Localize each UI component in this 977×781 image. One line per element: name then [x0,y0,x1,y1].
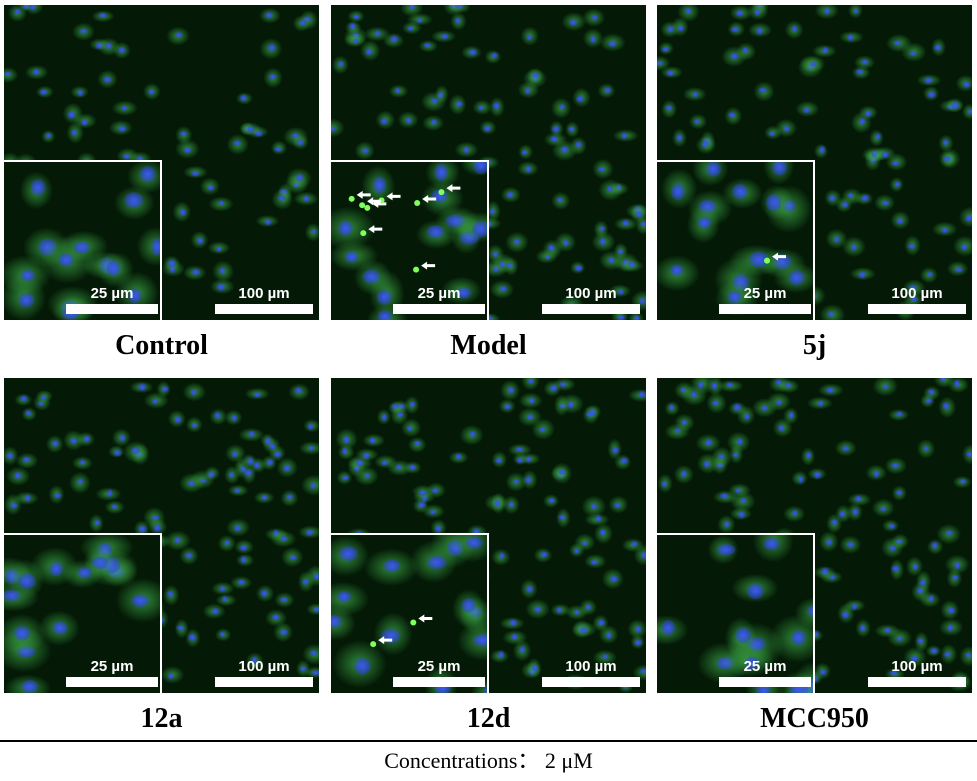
scale-label: 100 µm [238,285,290,302]
inset-scale-bar: 25 µm [393,659,485,687]
inset-scale-bar: 25 µm [719,286,811,314]
scale-label: 100 µm [565,658,617,675]
inset-scale-bar: 25 µm [66,659,158,687]
caption-12a: 12a [140,703,183,734]
inset-cells-image [4,535,160,693]
micrograph-12d: 25 µm 100 µm [331,378,646,693]
inset-scale-bar: 25 µm [66,286,158,314]
caption-model: Model [450,330,527,361]
inset-cells-image [4,162,160,320]
scale-bar: 100 µm [868,659,966,687]
scale-label: 100 µm [891,658,943,675]
caption-12d: 12d [466,703,511,734]
inset-scale-label: 25 µm [417,658,461,675]
micrograph-mcc950: 25 µm 100 µm [657,378,972,693]
zoom-inset: 25 µm [4,160,162,320]
inset-scale-bar: 25 µm [719,659,811,687]
caption-control: Control [115,330,208,361]
inset-cells-image [657,162,813,320]
concentration-label: Concentrations： 2 μM [384,748,593,773]
divider-line [0,740,977,742]
zoom-inset: 25 µm [331,160,489,320]
inset-scale-label: 25 µm [743,658,787,675]
inset-scale-bar: 25 µm [393,286,485,314]
inset-cells-image [657,535,813,693]
scale-bar: 100 µm [868,286,966,314]
micrograph-model: 25 µm 100 µm [331,5,646,320]
micrograph-12a: 25 µm 100 µm [4,378,319,693]
scale-bar: 100 µm [542,659,640,687]
inset-scale-label: 25 µm [90,285,134,302]
zoom-inset: 25 µm [657,160,815,320]
inset-scale-label: 25 µm [417,285,461,302]
scale-label: 100 µm [238,658,290,675]
zoom-inset: 25 µm [4,533,162,693]
micrograph-5j: 25 µm 100 µm [657,5,972,320]
scale-label: 100 µm [891,285,943,302]
scale-bar: 100 µm [215,659,313,687]
scale-bar: 100 µm [542,286,640,314]
caption-5j: 5j [802,330,827,361]
inset-scale-label: 25 µm [90,658,134,675]
zoom-inset: 25 µm [657,533,815,693]
scale-label: 100 µm [565,285,617,302]
micrograph-control: 25 µm 100 µm [4,5,319,320]
inset-scale-label: 25 µm [743,285,787,302]
scale-bar: 100 µm [215,286,313,314]
inset-cells-image [331,162,487,320]
caption-mcc950: MCC950 [760,703,869,734]
zoom-inset: 25 µm [331,533,489,693]
